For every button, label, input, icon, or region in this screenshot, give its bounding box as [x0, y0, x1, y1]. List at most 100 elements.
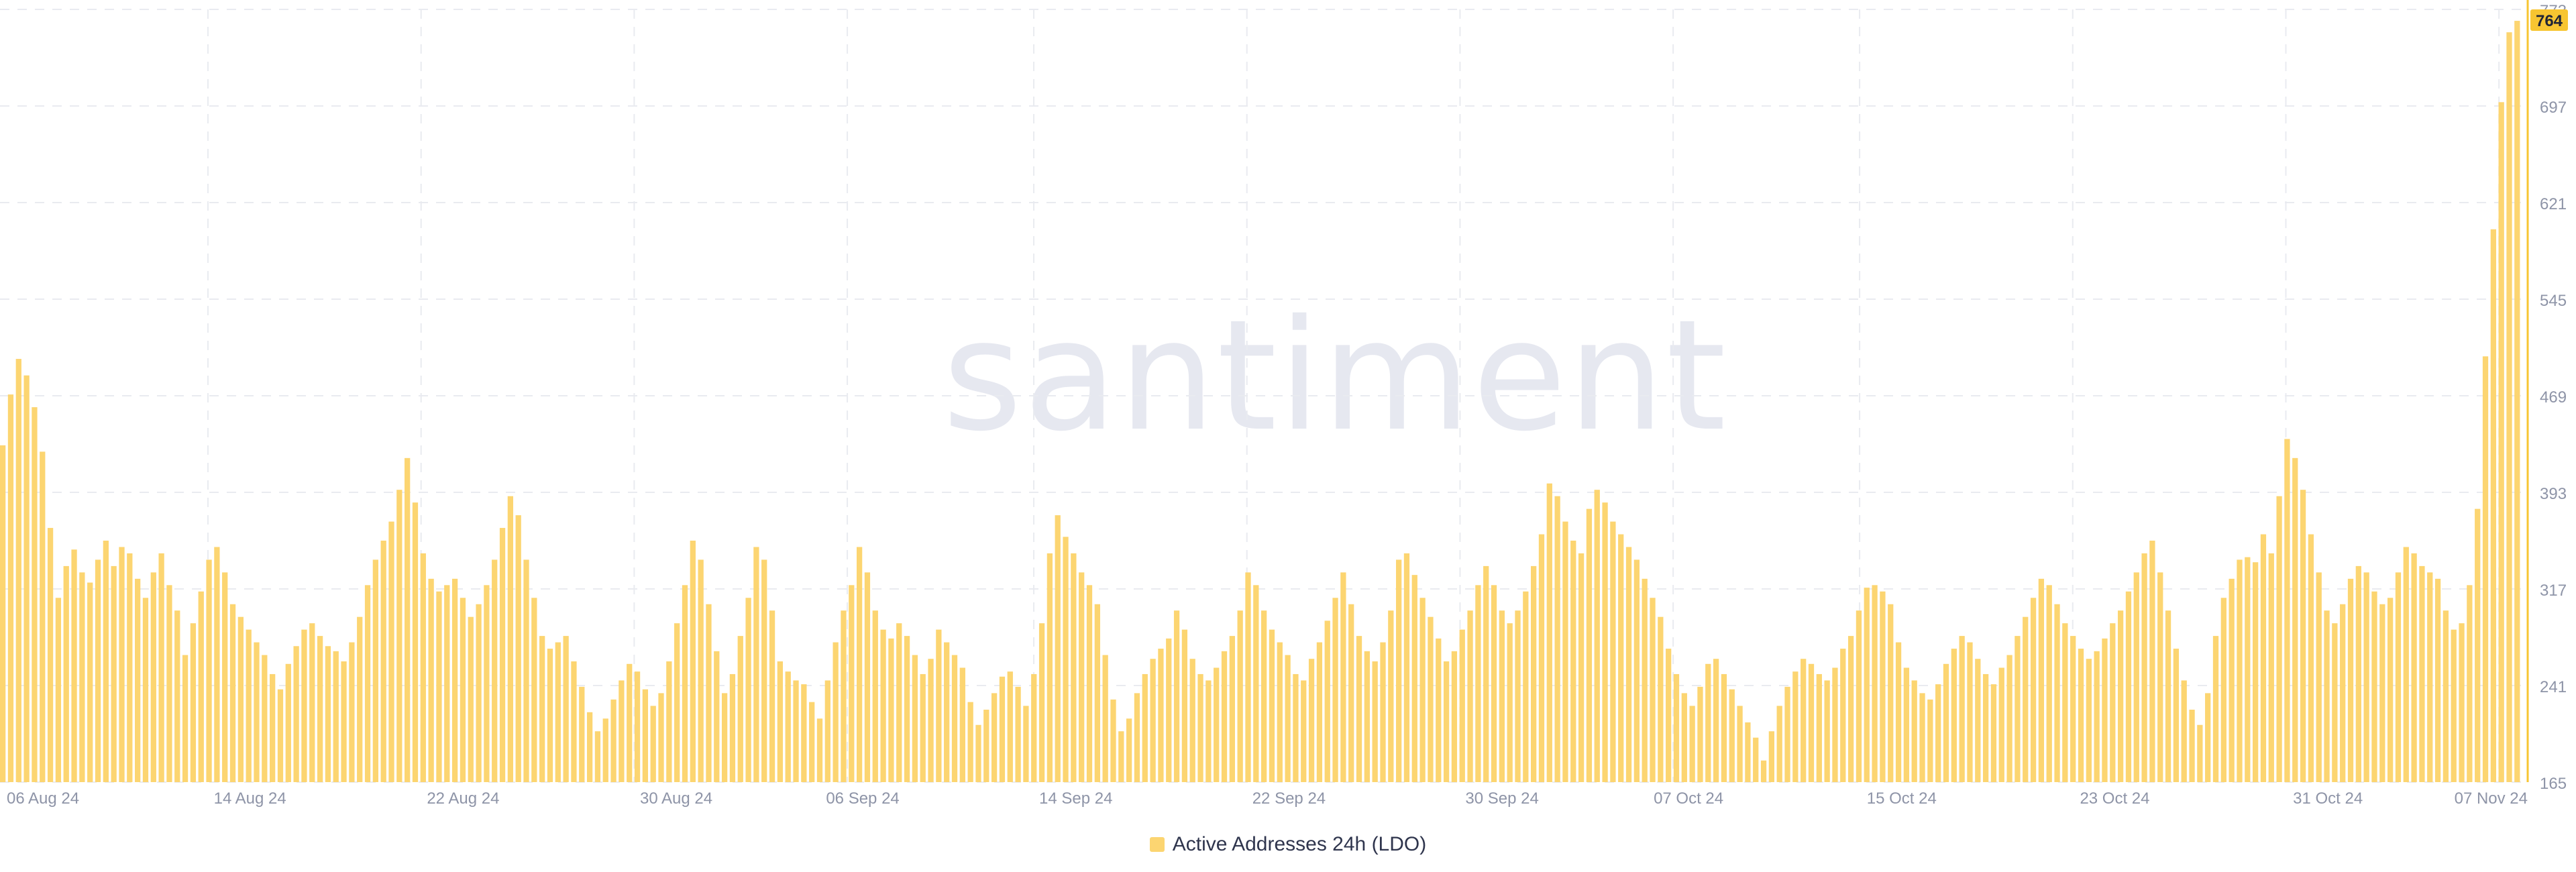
legend[interactable]: Active Addresses 24h (LDO)	[0, 828, 2576, 861]
x-tick-label: 06 Sep 24	[826, 789, 899, 808]
bar	[1269, 629, 1275, 782]
bar	[1880, 591, 1886, 782]
bar	[206, 559, 212, 782]
bar	[1658, 616, 1664, 782]
bar	[405, 457, 411, 782]
bar	[1903, 667, 1910, 782]
bar	[47, 528, 54, 782]
bar	[2427, 572, 2433, 782]
bar	[1808, 663, 1815, 782]
bar	[1372, 661, 1378, 782]
bar	[1221, 651, 1228, 782]
bar	[816, 718, 823, 782]
bar	[229, 604, 236, 782]
bar	[372, 559, 378, 782]
bar	[325, 646, 331, 782]
bar	[2292, 457, 2298, 782]
bar	[2434, 578, 2441, 782]
bar	[737, 636, 743, 782]
bar	[1523, 591, 1529, 782]
bar	[222, 572, 228, 782]
bar	[2268, 553, 2274, 782]
bar	[1436, 638, 1442, 782]
bar	[801, 684, 807, 782]
bar	[1864, 588, 1870, 782]
bar	[2308, 534, 2314, 782]
bar	[1792, 671, 1799, 782]
bar	[2054, 604, 2060, 782]
bar	[2355, 565, 2361, 782]
bar	[1507, 623, 1513, 782]
x-tick-label: 14 Aug 24	[214, 789, 286, 808]
bar	[2038, 578, 2045, 782]
bar	[1847, 636, 1854, 782]
bar	[333, 651, 339, 782]
bar	[87, 582, 93, 782]
bar	[2498, 102, 2504, 782]
bar	[2459, 623, 2465, 782]
bar	[1094, 604, 1100, 782]
bar	[1189, 659, 1195, 782]
bar	[1173, 610, 1180, 782]
bar	[1982, 673, 1989, 782]
bar	[499, 528, 506, 782]
bar	[959, 667, 965, 782]
bar	[2149, 541, 2155, 782]
bar	[706, 604, 712, 782]
bar	[79, 572, 85, 782]
bar	[2229, 578, 2235, 782]
bar	[2324, 610, 2330, 782]
bar	[658, 693, 664, 782]
bar	[1467, 610, 1473, 782]
bar	[650, 706, 656, 782]
bar	[841, 610, 847, 782]
bar	[1975, 659, 1981, 782]
bar	[1554, 496, 1560, 782]
bar	[1316, 642, 1323, 782]
bar	[2260, 534, 2267, 782]
bar	[1768, 731, 1775, 782]
bar	[2015, 636, 2021, 782]
bar	[301, 629, 307, 782]
bars-layer	[0, 21, 2520, 783]
bar	[309, 623, 315, 782]
bar	[1681, 693, 1687, 782]
bar	[1261, 610, 1267, 782]
bar	[896, 623, 902, 782]
bar	[1586, 508, 1593, 782]
bar	[420, 553, 426, 782]
bar	[1126, 718, 1132, 782]
bar	[2252, 562, 2259, 782]
bar	[1705, 663, 1711, 782]
bar	[277, 689, 284, 782]
bar	[1673, 673, 1680, 782]
bar	[1729, 689, 1735, 782]
bar	[2086, 659, 2092, 782]
bar	[63, 565, 69, 782]
bar	[2347, 578, 2354, 782]
bar	[1483, 565, 1489, 782]
bar	[2316, 572, 2322, 782]
bar	[2157, 572, 2163, 782]
bar	[856, 547, 863, 782]
bar	[2205, 693, 2211, 782]
bar	[563, 636, 569, 782]
bar	[1753, 737, 1759, 782]
bar	[2189, 710, 2195, 782]
bar	[872, 610, 878, 782]
bar	[2411, 553, 2417, 782]
bar	[1721, 673, 1727, 782]
bar	[1459, 629, 1465, 782]
bar	[135, 578, 141, 782]
bar	[571, 661, 577, 782]
bar	[1666, 649, 1672, 782]
bar	[174, 610, 180, 782]
bar	[1340, 572, 1346, 782]
bar	[785, 671, 791, 782]
bar	[428, 578, 434, 782]
bar	[1602, 502, 1608, 782]
bar	[1007, 671, 1013, 782]
bar	[166, 585, 172, 782]
bar	[729, 673, 736, 782]
